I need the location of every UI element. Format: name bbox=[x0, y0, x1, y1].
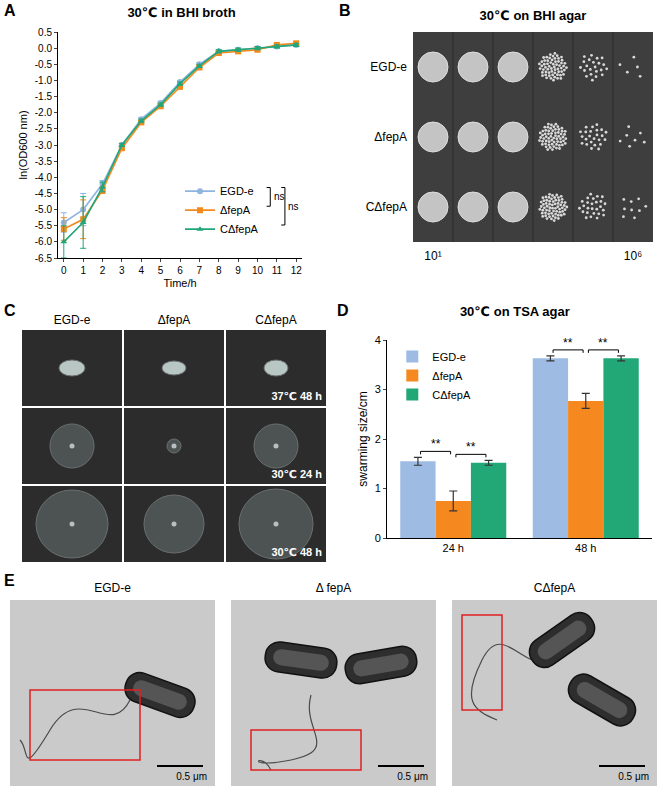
svg-text:0.5 μm: 0.5 μm bbox=[176, 771, 207, 782]
svg-text:EGD-e: EGD-e bbox=[94, 581, 131, 595]
svg-text:-5.0: -5.0 bbox=[35, 204, 53, 215]
svg-text:**: ** bbox=[598, 336, 608, 350]
svg-text:CΔfepA: CΔfepA bbox=[255, 313, 296, 327]
svg-text:37℃ 48 h: 37℃ 48 h bbox=[271, 390, 322, 402]
svg-text:-2.0: -2.0 bbox=[35, 107, 53, 118]
svg-text:CΔfepA: CΔfepA bbox=[534, 581, 575, 595]
svg-text:7: 7 bbox=[197, 265, 203, 276]
svg-text:-4.0: -4.0 bbox=[35, 172, 53, 183]
svg-text:EGD-e: EGD-e bbox=[432, 351, 466, 363]
svg-text:4: 4 bbox=[138, 265, 144, 276]
svg-text:9: 9 bbox=[235, 265, 241, 276]
svg-text:**: ** bbox=[431, 437, 441, 451]
svg-text:2: 2 bbox=[100, 265, 106, 276]
svg-text:C: C bbox=[4, 302, 16, 319]
svg-text:4: 4 bbox=[375, 334, 381, 346]
svg-text:30℃ on BHI agar: 30℃ on BHI agar bbox=[480, 8, 587, 23]
svg-text:30℃ on TSA agar: 30℃ on TSA agar bbox=[460, 304, 570, 319]
svg-text:0: 0 bbox=[375, 532, 381, 544]
svg-text:EGD-e: EGD-e bbox=[54, 313, 91, 327]
svg-text:EGD-e: EGD-e bbox=[220, 185, 254, 197]
svg-text:CΔfepA: CΔfepA bbox=[432, 389, 471, 401]
svg-text:ns: ns bbox=[274, 191, 285, 202]
svg-text:Δ fepA: Δ fepA bbox=[316, 581, 351, 595]
svg-text:10: 10 bbox=[252, 265, 264, 276]
svg-text:1: 1 bbox=[80, 265, 86, 276]
svg-text:**: ** bbox=[466, 440, 476, 454]
svg-text:0.5: 0.5 bbox=[38, 27, 52, 38]
svg-text:**: ** bbox=[563, 336, 573, 350]
svg-text:8: 8 bbox=[216, 265, 222, 276]
svg-text:-1.0: -1.0 bbox=[35, 75, 53, 86]
svg-text:-4.5: -4.5 bbox=[35, 188, 53, 199]
svg-text:EGD-e: EGD-e bbox=[370, 60, 407, 74]
svg-text:30℃ 48 h: 30℃ 48 h bbox=[271, 546, 322, 558]
svg-text:6: 6 bbox=[177, 265, 183, 276]
svg-text:-0.5: -0.5 bbox=[35, 59, 53, 70]
svg-text:48 h: 48 h bbox=[575, 542, 596, 554]
svg-text:0.5 μm: 0.5 μm bbox=[618, 771, 649, 782]
svg-text:10¹: 10¹ bbox=[424, 249, 441, 263]
html-text:A: A bbox=[4, 2, 16, 19]
svg-text:11: 11 bbox=[272, 265, 283, 276]
svg-text:ΔfepA: ΔfepA bbox=[432, 370, 463, 382]
svg-text:3: 3 bbox=[375, 383, 381, 395]
svg-text:0.5 μm: 0.5 μm bbox=[397, 771, 428, 782]
svg-text:-6.0: -6.0 bbox=[35, 236, 53, 247]
svg-text:ln(OD600 nm): ln(OD600 nm) bbox=[17, 110, 29, 179]
svg-text:CΔfepA: CΔfepA bbox=[220, 223, 259, 235]
svg-text:-5.5: -5.5 bbox=[35, 220, 53, 231]
svg-text:-2.5: -2.5 bbox=[35, 123, 53, 134]
svg-text:ΔfepA: ΔfepA bbox=[374, 130, 407, 144]
svg-text:-3.0: -3.0 bbox=[35, 140, 53, 151]
svg-text:2: 2 bbox=[375, 433, 381, 445]
svg-text:swarming size/cm: swarming size/cm bbox=[356, 391, 370, 486]
svg-text:1: 1 bbox=[375, 482, 381, 494]
svg-text:30℃ in BHI broth: 30℃ in BHI broth bbox=[127, 5, 235, 20]
svg-text:24 h: 24 h bbox=[443, 542, 464, 554]
svg-text:E: E bbox=[4, 572, 15, 589]
svg-text:ns: ns bbox=[288, 201, 299, 212]
svg-text:ΔfepA: ΔfepA bbox=[220, 204, 251, 216]
svg-text:3: 3 bbox=[119, 265, 125, 276]
svg-text:-1.5: -1.5 bbox=[35, 91, 53, 102]
svg-text:10⁶: 10⁶ bbox=[624, 249, 642, 263]
svg-text:0: 0 bbox=[61, 265, 67, 276]
svg-text:ΔfepA: ΔfepA bbox=[158, 313, 191, 327]
svg-text:Time/h: Time/h bbox=[163, 277, 196, 289]
svg-text:30℃ 24 h: 30℃ 24 h bbox=[271, 468, 322, 480]
html-text:D: D bbox=[337, 302, 349, 319]
svg-text:-3.5: -3.5 bbox=[35, 156, 53, 167]
svg-text:5: 5 bbox=[158, 265, 164, 276]
svg-text:-6.5: -6.5 bbox=[35, 253, 53, 264]
svg-text:12: 12 bbox=[291, 265, 303, 276]
svg-text:0.0: 0.0 bbox=[38, 43, 52, 54]
svg-text:CΔfepA: CΔfepA bbox=[366, 200, 407, 214]
svg-text:B: B bbox=[339, 2, 351, 19]
